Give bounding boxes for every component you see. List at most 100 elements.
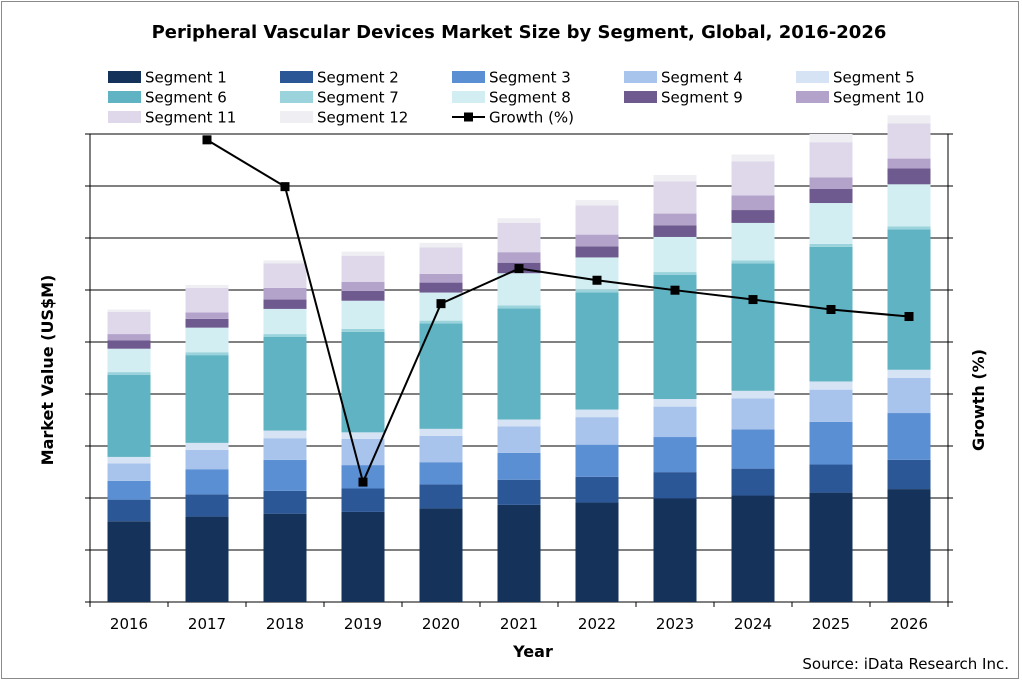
bar-2018-segment-10 — [263, 287, 307, 300]
bar-2016-segment-2 — [107, 499, 151, 522]
bar-2020-segment-4 — [419, 435, 463, 463]
bar-2016-segment-6 — [107, 375, 151, 457]
bar-2017-segment-6 — [185, 355, 229, 443]
bar-2025-segment-9 — [809, 188, 853, 204]
growth-point-2025 — [826, 305, 836, 314]
bar-2022-segment-5 — [575, 409, 619, 418]
growth-point-2020 — [436, 299, 446, 309]
bar-2026-segment-10 — [887, 158, 931, 169]
legend-label: Segment 3 — [489, 69, 571, 87]
bar-2020-segment-10 — [419, 273, 463, 283]
legend-label: Segment 6 — [145, 89, 227, 107]
bar-2018-segment-1 — [263, 513, 307, 602]
bar-2024-segment-4 — [731, 398, 775, 430]
bar-2025-segment-3 — [809, 421, 853, 465]
legend-label: Segment 8 — [489, 89, 571, 107]
bar-2020-segment-9 — [419, 282, 463, 293]
bar-2023-segment-6 — [653, 274, 697, 400]
legend-label: Segment 11 — [145, 109, 236, 127]
legend-swatch — [280, 91, 313, 103]
legend-item: Segment 7 — [280, 89, 399, 107]
bar-2019-segment-3 — [341, 465, 385, 489]
bar-2018-segment-5 — [263, 430, 307, 439]
bar-2018-segment-8 — [263, 308, 307, 335]
legend-item: Segment 11 — [108, 109, 236, 127]
growth-line — [206, 138, 910, 486]
bar-2022-segment-11 — [575, 205, 619, 235]
legend-label: Segment 1 — [145, 69, 227, 87]
bar-2017-segment-10 — [185, 312, 229, 319]
bar-2022-segment-4 — [575, 417, 619, 445]
bar-2019-segment-8 — [341, 300, 385, 329]
bar-2022-segment-9 — [575, 246, 619, 258]
bar-2022-segment-8 — [575, 257, 619, 290]
bar-2016-segment-9 — [107, 340, 151, 349]
bar-2023-segment-10 — [653, 213, 697, 226]
x-tick-label: 2016 — [110, 615, 148, 633]
growth-point-2018 — [280, 182, 290, 192]
legend-label: Segment 5 — [833, 69, 915, 87]
bar-2018-segment-11 — [263, 263, 307, 288]
legend-item: Segment 10 — [796, 89, 924, 107]
bar-2024-segment-5 — [731, 390, 775, 399]
bar-2020-segment-1 — [419, 508, 463, 602]
legend-item: Segment 1 — [108, 69, 227, 87]
y-axis-label: Market Value (US$M) — [38, 275, 57, 466]
bar-2022-segment-2 — [575, 476, 619, 503]
bar-2018-segment-6 — [263, 336, 307, 431]
bar-2023-segment-1 — [653, 498, 697, 602]
bar-2024-segment-3 — [731, 429, 775, 469]
legend-item: Segment 6 — [108, 89, 227, 107]
legend-swatch — [108, 111, 141, 123]
legend-label: Segment 12 — [317, 109, 408, 127]
bar-2022-segment-6 — [575, 292, 619, 410]
legend-item: Segment 3 — [452, 69, 571, 87]
bar-2019-segment-6 — [341, 331, 385, 433]
bar-2018-segment-2 — [263, 490, 307, 514]
legend-swatch — [452, 91, 485, 103]
bar-2022-segment-1 — [575, 502, 619, 602]
bar-2017-segment-7 — [185, 352, 229, 356]
bar-2019-segment-12 — [341, 251, 385, 256]
bar-2020-segment-7 — [419, 320, 463, 324]
bar-2016-segment-3 — [107, 480, 151, 500]
bar-2019-segment-7 — [341, 328, 385, 332]
bar-2017-segment-5 — [185, 442, 229, 450]
bar-2026-segment-2 — [887, 459, 931, 490]
bar-2025-segment-5 — [809, 381, 853, 390]
legend-label: Segment 4 — [661, 69, 743, 87]
bar-2020-segment-6 — [419, 323, 463, 429]
source-note: Source: iData Research Inc. — [802, 655, 1009, 673]
bar-2023-segment-5 — [653, 399, 697, 407]
bar-2025-segment-12 — [809, 134, 853, 143]
bar-2026-segment-3 — [887, 413, 931, 460]
bar-2025-segment-11 — [809, 142, 853, 178]
bar-2025-segment-7 — [809, 243, 853, 247]
legend-label: Growth (%) — [489, 109, 574, 127]
bar-2019-segment-1 — [341, 511, 385, 602]
x-tick-label: 2024 — [734, 615, 772, 633]
bar-2017-segment-2 — [185, 494, 229, 517]
bar-2017-segment-8 — [185, 327, 229, 353]
legend-swatch — [280, 71, 313, 83]
x-tick-label: 2023 — [656, 615, 694, 633]
x-axis-label: Year — [512, 642, 553, 661]
legend-swatch — [280, 111, 313, 123]
bar-2023-segment-11 — [653, 181, 697, 214]
bar-2024-segment-10 — [731, 195, 775, 211]
legend-swatch — [796, 91, 829, 103]
bar-2021-segment-3 — [497, 452, 541, 480]
x-tick-label: 2025 — [812, 615, 850, 633]
legend-swatch — [452, 71, 485, 83]
bar-2023-segment-7 — [653, 272, 697, 275]
chart-title: Peripheral Vascular Devices Market Size … — [152, 22, 887, 43]
x-tick-label: 2020 — [422, 615, 460, 633]
bar-2026-segment-11 — [887, 123, 931, 159]
bar-2026-segment-12 — [887, 115, 931, 124]
legend-swatch — [108, 91, 141, 103]
bar-2024-segment-11 — [731, 161, 775, 196]
growth-point-2019 — [358, 477, 368, 487]
x-tick-label: 2022 — [578, 615, 616, 633]
bar-2026-segment-7 — [887, 226, 931, 230]
bar-2021-segment-6 — [497, 308, 541, 420]
